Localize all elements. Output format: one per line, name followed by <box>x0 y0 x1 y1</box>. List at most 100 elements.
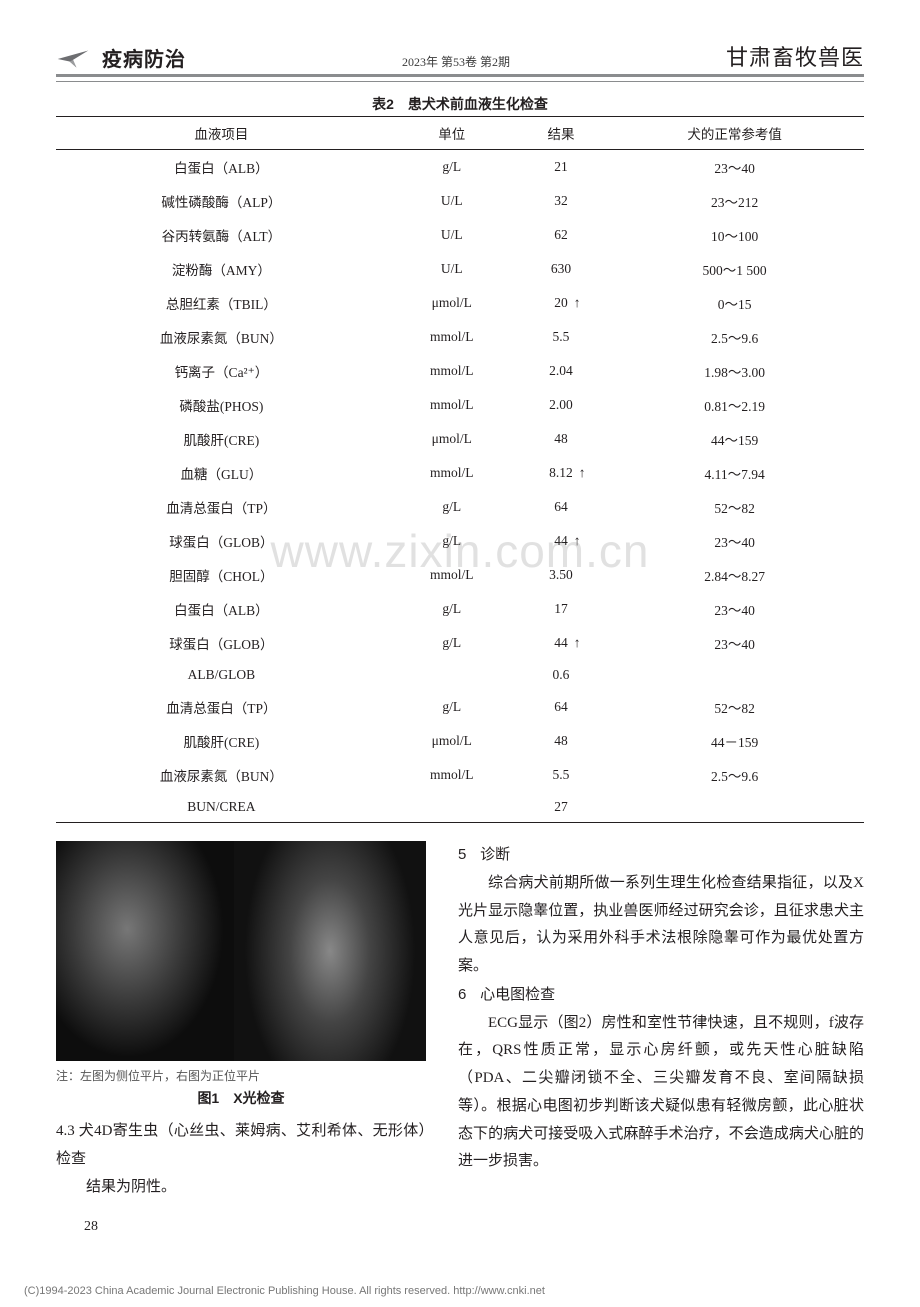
cell-ref: 500～1 500 <box>605 252 864 286</box>
cell-ref <box>605 660 864 690</box>
cell-ref: 2.5～9.6 <box>605 758 864 792</box>
col-ref: 犬的正常参考值 <box>605 117 864 150</box>
p-ecg: ECG显示（图2）房性和室性节律快速，且不规则，f波存在，QRS性质正常，显示心… <box>458 1010 864 1177</box>
cell-result: 48 <box>517 724 605 758</box>
cell-result: 32 <box>517 184 605 218</box>
page-header: 疫病防治 2023年 第53卷 第2期 甘肃畜牧兽医 <box>56 40 864 77</box>
arrow-up-icon: ↑ <box>574 533 581 549</box>
cell-ref: 2.5～9.6 <box>605 320 864 354</box>
cell-result: 5.5 <box>517 320 605 354</box>
col-item: 血液项目 <box>56 117 387 150</box>
cell-item: 白蛋白（ALB） <box>56 592 387 626</box>
table-row: ALB/GLOB 0.6 <box>56 660 864 690</box>
cell-item: 总胆红素（TBIL） <box>56 286 387 320</box>
h6-number: 6 <box>458 986 466 1003</box>
cell-unit: g/L <box>387 490 517 524</box>
cell-unit: μmol/L <box>387 422 517 456</box>
heading-5: 5 诊断 <box>458 841 864 870</box>
cell-unit: mmol/L <box>387 758 517 792</box>
cell-item: 球蛋白（GLOB） <box>56 524 387 558</box>
col-result: 结果 <box>517 117 605 150</box>
xray-lateral <box>56 841 234 1061</box>
cell-item: BUN/CREA <box>56 792 387 823</box>
cell-item: 磷酸盐(PHOS) <box>56 388 387 422</box>
cell-item: 血液尿素氮（BUN） <box>56 320 387 354</box>
cell-item: 血糖（GLU） <box>56 456 387 490</box>
biochem-table: 血液项目 单位 结果 犬的正常参考值 白蛋白（ALB）g/L2123～40碱性磷… <box>56 116 864 823</box>
table-row: 球蛋白（GLOB）g/L44↑23～40 <box>56 524 864 558</box>
table-row: 总胆红素（TBIL）μmol/L20↑0～15 <box>56 286 864 320</box>
cell-result: 5.5 <box>517 758 605 792</box>
cell-item: 淀粉酶（AMY） <box>56 252 387 286</box>
cell-result: 0.6 <box>517 660 605 690</box>
table-row: 血清总蛋白（TP）g/L6452～82 <box>56 690 864 724</box>
journal-name: 甘肃畜牧兽医 <box>726 40 864 72</box>
cell-item: 钙离子（Ca²⁺） <box>56 354 387 388</box>
table-row: 血糖（GLU）mmol/L8.12↑4.11～7.94 <box>56 456 864 490</box>
cell-result: 27 <box>517 792 605 823</box>
cell-item: 球蛋白（GLOB） <box>56 626 387 660</box>
cell-unit: g/L <box>387 690 517 724</box>
table2-caption: 表2 患犬术前血液生化检查 <box>56 94 864 114</box>
subhead-4-3: 4.3 犬4D寄生虫（心丝虫、莱姆病、艾利希体、无形体）检查 <box>56 1118 426 1174</box>
table-row: 胆固醇（CHOL）mmol/L3.502.84～8.27 <box>56 558 864 592</box>
cell-unit <box>387 660 517 690</box>
table-row: 球蛋白（GLOB）g/L44↑23～40 <box>56 626 864 660</box>
table-row: 白蛋白（ALB）g/L1723～40 <box>56 592 864 626</box>
cell-result: 17 <box>517 592 605 626</box>
cell-result: 2.00 <box>517 388 605 422</box>
header-rule <box>56 81 864 82</box>
cell-result: 44↑ <box>517 626 605 660</box>
cell-item: 血液尿素氮（BUN） <box>56 758 387 792</box>
cell-unit: mmol/L <box>387 354 517 388</box>
cell-unit: μmol/L <box>387 724 517 758</box>
left-column-text: 4.3 犬4D寄生虫（心丝虫、莱姆病、艾利希体、无形体）检查 结果为阴性。 <box>56 1118 426 1201</box>
cell-result: 630 <box>517 252 605 286</box>
cell-ref: 52～82 <box>605 690 864 724</box>
xray-ap <box>234 841 426 1061</box>
issue-info: 2023年 第53卷 第2期 <box>186 53 726 72</box>
figure1-note: 注：左图为侧位平片，右图为正位平片 <box>56 1067 426 1084</box>
cell-item: 白蛋白（ALB） <box>56 150 387 185</box>
cell-result: 48 <box>517 422 605 456</box>
cell-item: 碱性磷酸酶（ALP） <box>56 184 387 218</box>
cell-ref: 44～159 <box>605 422 864 456</box>
right-column-text: 5 诊断 综合病犬前期所做一系列生理生化检查结果指征，以及X光片显示隐睾位置，执… <box>458 841 864 1201</box>
table-row: 钙离子（Ca²⁺）mmol/L2.041.98～3.00 <box>56 354 864 388</box>
cell-unit: mmol/L <box>387 456 517 490</box>
cell-unit: U/L <box>387 252 517 286</box>
cell-result: 8.12↑ <box>517 456 605 490</box>
cell-item: 胆固醇（CHOL） <box>56 558 387 592</box>
paper-plane-icon <box>56 48 90 70</box>
cell-result: 62 <box>517 218 605 252</box>
heading-6: 6 心电图检查 <box>458 981 864 1010</box>
cell-result: 64 <box>517 690 605 724</box>
cell-result: 21 <box>517 150 605 185</box>
cell-ref <box>605 792 864 823</box>
cell-ref: 10～100 <box>605 218 864 252</box>
cell-ref: 23～40 <box>605 524 864 558</box>
h5-title: 诊断 <box>480 846 510 863</box>
cell-ref: 4.11～7.94 <box>605 456 864 490</box>
cell-ref: 1.98～3.00 <box>605 354 864 388</box>
cell-unit: mmol/L <box>387 558 517 592</box>
left-p1: 结果为阴性。 <box>56 1174 426 1202</box>
table-row: 白蛋白（ALB）g/L2123～40 <box>56 150 864 185</box>
cell-result: 2.04 <box>517 354 605 388</box>
cell-result: 3.50 <box>517 558 605 592</box>
h6-title: 心电图检查 <box>480 986 555 1003</box>
cell-ref: 23～40 <box>605 626 864 660</box>
cell-item: 谷丙转氨酶（ALT） <box>56 218 387 252</box>
cell-unit: U/L <box>387 218 517 252</box>
p-diagnosis: 综合病犬前期所做一系列生理生化检查结果指征，以及X光片显示隐睾位置，执业兽医师经… <box>458 870 864 981</box>
cell-item: ALB/GLOB <box>56 660 387 690</box>
cell-ref: 0～15 <box>605 286 864 320</box>
cell-unit: g/L <box>387 524 517 558</box>
figure1-caption: 图1 X光检查 <box>56 1088 426 1108</box>
table-header-row: 血液项目 单位 结果 犬的正常参考值 <box>56 117 864 150</box>
cell-unit: g/L <box>387 150 517 185</box>
table-row: 肌酸肝(CRE)μmol/L4844～159 <box>56 422 864 456</box>
col-unit: 单位 <box>387 117 517 150</box>
table-row: 碱性磷酸酶（ALP）U/L3223～212 <box>56 184 864 218</box>
table-row: 淀粉酶（AMY）U/L630500～1 500 <box>56 252 864 286</box>
